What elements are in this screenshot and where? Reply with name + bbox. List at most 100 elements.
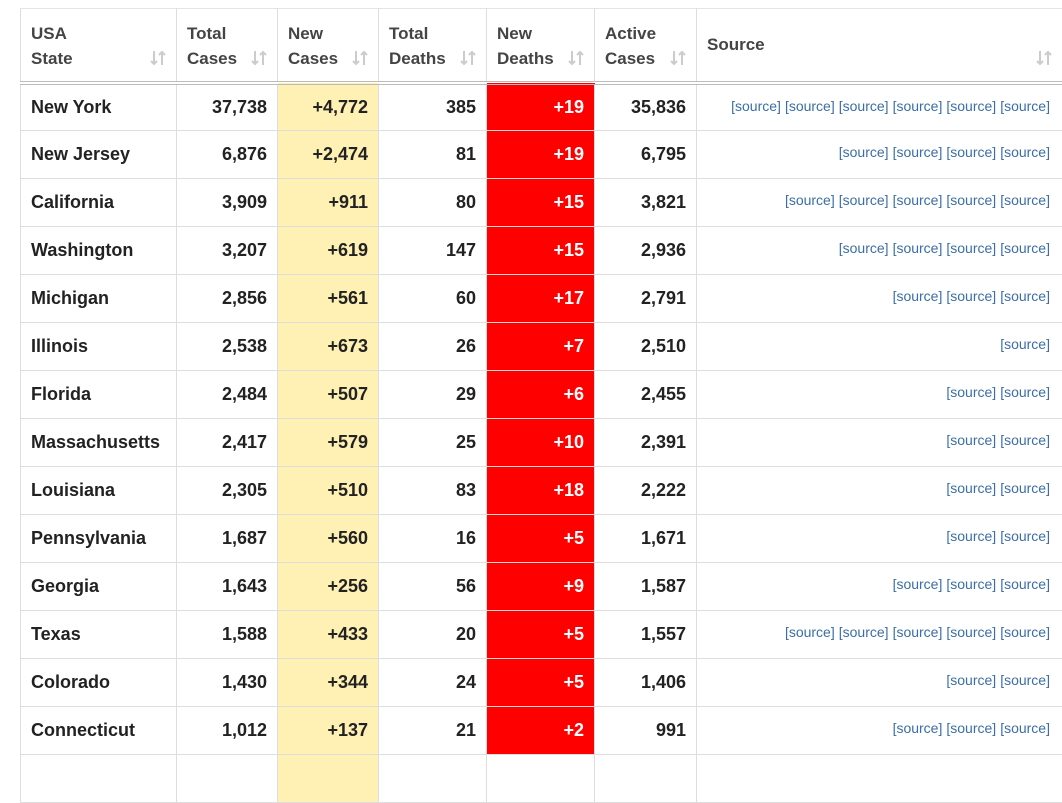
column-header[interactable]: Active Cases [595,9,697,83]
source-link[interactable]: [source] [1000,480,1050,496]
empty-cell [379,755,487,803]
sources: [source][source][source][source] [697,131,1062,179]
source-link[interactable]: [source] [946,240,996,256]
source-link[interactable]: [source] [946,672,996,688]
new-cases: +510 [278,467,379,515]
state-name: Louisiana [21,467,177,515]
source-link[interactable]: [source] [946,528,996,544]
state-name: Illinois [21,323,177,371]
source-link[interactable]: [source] [946,384,996,400]
source-link[interactable]: [source] [839,240,889,256]
active-cases: 2,222 [595,467,697,515]
sort-icon[interactable] [352,49,368,67]
sort-icon[interactable] [1036,49,1052,67]
total-deaths: 81 [379,131,487,179]
sort-icon[interactable] [150,49,166,67]
source-link[interactable]: [source] [946,192,996,208]
source-link[interactable]: [source] [946,288,996,304]
source-link[interactable]: [source] [1000,144,1050,160]
column-header[interactable]: New Cases [278,9,379,83]
column-header[interactable]: Source [697,9,1062,83]
source-link[interactable]: [source] [946,432,996,448]
active-cases: 3,821 [595,179,697,227]
column-header[interactable]: Total Deaths [379,9,487,83]
column-header[interactable]: Total Cases [177,9,278,83]
source-link[interactable]: [source] [785,98,835,114]
total-cases: 1,643 [177,563,278,611]
sources: [source][source][source] [697,563,1062,611]
active-cases: 35,836 [595,83,697,131]
source-link[interactable]: [source] [893,576,943,592]
source-link[interactable]: [source] [1000,624,1050,640]
source-link[interactable]: [source] [1000,672,1050,688]
state-name: Pennsylvania [21,515,177,563]
source-link[interactable]: [source] [839,98,889,114]
column-header[interactable]: USA State [21,9,177,83]
source-link[interactable]: [source] [785,624,835,640]
sort-icon[interactable] [568,49,584,67]
total-deaths: 20 [379,611,487,659]
source-link[interactable]: [source] [1000,432,1050,448]
column-title: Active Cases [605,21,656,71]
sources: [source] [697,323,1062,371]
source-link[interactable]: [source] [839,624,889,640]
source-link[interactable]: [source] [1000,336,1050,352]
source-link[interactable]: [source] [946,576,996,592]
source-link[interactable]: [source] [893,98,943,114]
source-link[interactable]: [source] [946,624,996,640]
source-link[interactable]: [source] [893,240,943,256]
new-cases: +911 [278,179,379,227]
source-link[interactable]: [source] [839,144,889,160]
source-link[interactable]: [source] [839,192,889,208]
source-link[interactable]: [source] [946,98,996,114]
total-cases: 1,687 [177,515,278,563]
source-link[interactable]: [source] [893,720,943,736]
total-deaths: 83 [379,467,487,515]
source-link[interactable]: [source] [893,624,943,640]
new-deaths: +19 [487,83,595,131]
total-cases: 2,305 [177,467,278,515]
source-link[interactable]: [source] [1000,720,1050,736]
source-link[interactable]: [source] [1000,98,1050,114]
active-cases: 2,455 [595,371,697,419]
source-link[interactable]: [source] [893,192,943,208]
source-link[interactable]: [source] [1000,528,1050,544]
source-link[interactable]: [source] [1000,192,1050,208]
total-deaths: 25 [379,419,487,467]
source-link[interactable]: [source] [893,144,943,160]
new-deaths: +5 [487,515,595,563]
total-deaths: 26 [379,323,487,371]
source-link[interactable]: [source] [731,98,781,114]
column-title: New Cases [288,21,338,71]
total-cases: 2,484 [177,371,278,419]
source-link[interactable]: [source] [1000,576,1050,592]
new-deaths: +5 [487,611,595,659]
source-link[interactable]: [source] [946,144,996,160]
source-link[interactable]: [source] [946,720,996,736]
sort-icon[interactable] [670,49,686,67]
empty-cell [697,755,1062,803]
source-link[interactable]: [source] [1000,384,1050,400]
sources: [source][source][source][source][source]… [697,83,1062,131]
active-cases: 991 [595,707,697,755]
source-link[interactable]: [source] [946,480,996,496]
new-cases: +344 [278,659,379,707]
column-header[interactable]: New Deaths [487,9,595,83]
sources: [source][source][source] [697,275,1062,323]
source-link[interactable]: [source] [1000,240,1050,256]
new-deaths: +7 [487,323,595,371]
source-link[interactable]: [source] [785,192,835,208]
total-cases: 2,856 [177,275,278,323]
sort-icon[interactable] [460,49,476,67]
source-link[interactable]: [source] [893,288,943,304]
sort-icon[interactable] [251,49,267,67]
source-link[interactable]: [source] [1000,288,1050,304]
empty-cell [177,755,278,803]
total-cases: 1,430 [177,659,278,707]
